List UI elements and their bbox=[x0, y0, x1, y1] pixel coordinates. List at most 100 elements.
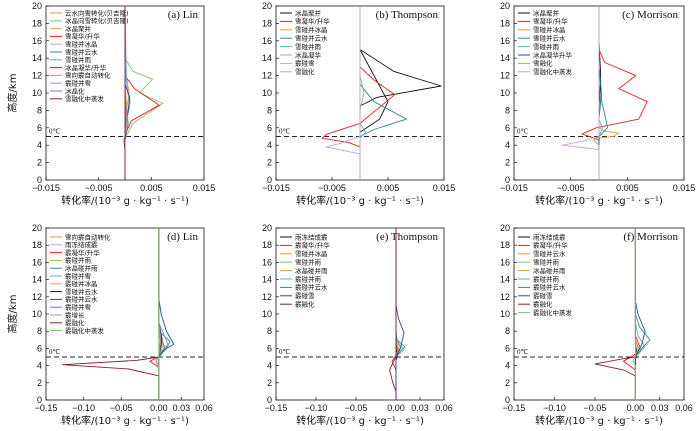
legend-entry: 雪融化 bbox=[533, 59, 553, 68]
series-line bbox=[389, 228, 397, 400]
series-line bbox=[124, 6, 164, 180]
legend-entry: 冰晶碰并雨 bbox=[295, 266, 328, 275]
legend-entry: 雨冻结成霰 bbox=[295, 232, 328, 241]
series-line bbox=[634, 228, 646, 400]
y-tick-label: 12 bbox=[32, 292, 42, 302]
x-tick-label: 0.00 bbox=[150, 403, 168, 413]
x-tick-label: 0.06 bbox=[195, 403, 213, 413]
y-tick-label: 10 bbox=[32, 88, 42, 98]
x-tick-label: −0.10 bbox=[305, 403, 328, 413]
y-tick-label: 16 bbox=[262, 257, 272, 267]
panel-1: 0 2 4 6 8 10 12 14 16 18 20 −0.015 −0.005 0.005 0.015 转… bbox=[6, 1, 215, 207]
x-tick-label: −0.15 bbox=[35, 403, 58, 413]
legend-entry: 冰晶碰并雨 bbox=[65, 264, 98, 273]
y-tick-label: 0 bbox=[505, 395, 510, 405]
legend-entry: 冰晶凝华 bbox=[295, 50, 322, 59]
series-line bbox=[158, 228, 175, 400]
x-tick-label: −0.05 bbox=[584, 403, 607, 413]
panel-title: (a) Lin bbox=[168, 9, 199, 21]
x-tick-label: 0.015 bbox=[193, 183, 216, 193]
legend-entry: 冰晶碰并雨 bbox=[533, 266, 566, 275]
x-tick-label: 0.005 bbox=[616, 183, 639, 193]
legend-entry: 雪碰并雨 bbox=[65, 55, 92, 64]
freezing-level-label: 0℃ bbox=[517, 348, 529, 356]
y-tick-label: 0 bbox=[37, 395, 42, 405]
panel-4: 0 2 4 6 8 10 12 14 16 18 20 −0.15 −0.10 −0.05 0.00 0.03… bbox=[6, 223, 213, 427]
x-tick-label: 0.03 bbox=[173, 403, 191, 413]
y-tick-label: 8 bbox=[37, 105, 42, 115]
x-tick-label: 0.005 bbox=[140, 183, 163, 193]
x-tick-label: 0.03 bbox=[411, 403, 429, 413]
x-axis-label: 转化率/(10⁻³ g · kg⁻¹ · s⁻¹) bbox=[61, 414, 189, 427]
y-tick-label: 0 bbox=[267, 175, 272, 185]
legend-entry: 霰凝华/升华 bbox=[533, 241, 568, 250]
y-tick-label: 16 bbox=[32, 36, 42, 46]
legend-entry: 雪融化 bbox=[295, 67, 315, 76]
legend-entry: 雪融化中蒸发 bbox=[65, 94, 105, 103]
y-tick-label: 14 bbox=[500, 53, 510, 63]
legend-entry: 冰晶化 bbox=[65, 86, 85, 95]
series-line bbox=[321, 6, 396, 180]
legend-entry: 雪凝华/升华 bbox=[295, 17, 330, 26]
series-line bbox=[634, 228, 646, 400]
legend-entry: 雨冻结成霰 bbox=[533, 232, 566, 241]
y-tick-label: 0 bbox=[267, 395, 272, 405]
panel-title: (d) Lin bbox=[167, 231, 198, 243]
y-tick-label: 12 bbox=[500, 292, 510, 302]
y-tick-label: 16 bbox=[32, 257, 42, 267]
x-tick-label: −0.15 bbox=[503, 403, 526, 413]
x-tick-label: −0.005 bbox=[318, 183, 346, 193]
legend-entry: 霰碰雪 bbox=[295, 59, 315, 68]
y-tick-label: 4 bbox=[505, 361, 510, 371]
legend-entry: 霰融化中蒸发 bbox=[533, 308, 573, 317]
panel-title: (f) Morrison bbox=[623, 231, 678, 243]
y-tick-label: 16 bbox=[500, 36, 510, 46]
series-line bbox=[124, 6, 160, 180]
y-tick-label: 2 bbox=[37, 378, 42, 388]
y-tick-label: 6 bbox=[505, 343, 510, 353]
legend-entry: 雪凝华/升华 bbox=[65, 32, 100, 41]
legend-entry: 雪碰并冰晶 bbox=[533, 25, 566, 34]
x-axis-label: 转化率/(10⁻³ g · kg⁻¹ · s⁻¹) bbox=[61, 194, 189, 207]
legend-entry: 霰碰并雨 bbox=[295, 274, 322, 283]
x-axis-label: 转化率/(10⁻³ g · kg⁻¹ · s⁻¹) bbox=[296, 194, 424, 207]
legend-entry: 冰晶聚并 bbox=[295, 8, 322, 17]
x-tick-label: 0.03 bbox=[651, 403, 669, 413]
y-tick-label: 20 bbox=[262, 223, 272, 233]
y-tick-label: 20 bbox=[262, 1, 272, 11]
legend-entry: 霰碰并冰晶 bbox=[65, 279, 98, 288]
y-tick-label: 8 bbox=[37, 326, 42, 336]
y-tick-label: 20 bbox=[500, 223, 510, 233]
panel-title: (b) Thompson bbox=[376, 9, 439, 21]
y-tick-label: 10 bbox=[32, 309, 42, 319]
legend-entry: 冰晶聚并 bbox=[65, 24, 92, 33]
y-tick-label: 12 bbox=[32, 71, 42, 81]
y-tick-label: 4 bbox=[267, 361, 272, 371]
legend-entry: 雪碰并云水 bbox=[295, 34, 328, 43]
x-tick-label: −0.015 bbox=[262, 183, 290, 193]
series-line bbox=[359, 6, 367, 180]
legend-entry: 霰融化中蒸发 bbox=[65, 326, 105, 335]
legend-entry: 雪向霰自动转化 bbox=[65, 232, 111, 241]
series-line bbox=[395, 228, 405, 400]
legend-entry: 霰碰并雪 bbox=[65, 271, 91, 280]
x-tick-label: −0.15 bbox=[265, 403, 288, 413]
x-tick-label: 0.00 bbox=[627, 403, 645, 413]
x-tick-label: −0.05 bbox=[110, 403, 133, 413]
legend-entry: 霰碰并雪 bbox=[65, 79, 91, 88]
series-line bbox=[395, 228, 402, 400]
y-tick-label: 18 bbox=[500, 240, 510, 250]
y-tick-label: 6 bbox=[37, 123, 42, 133]
legend-entry: 霰碰并雨 bbox=[533, 274, 560, 283]
y-tick-label: 2 bbox=[505, 158, 510, 168]
legend-entry: 霰碰雪 bbox=[295, 291, 315, 300]
series-line bbox=[598, 6, 620, 180]
legend-entry: 雪碰并冰晶 bbox=[65, 40, 98, 49]
y-tick-label: 16 bbox=[500, 257, 510, 267]
legend-entry: 雨冻结成霰 bbox=[65, 240, 98, 249]
legend-entry: 雪碰并雨 bbox=[295, 42, 322, 51]
y-axis-label: 高度/km bbox=[6, 295, 19, 334]
y-tick-label: 4 bbox=[267, 140, 272, 150]
y-tick-label: 14 bbox=[32, 275, 42, 285]
y-tick-label: 10 bbox=[500, 88, 510, 98]
